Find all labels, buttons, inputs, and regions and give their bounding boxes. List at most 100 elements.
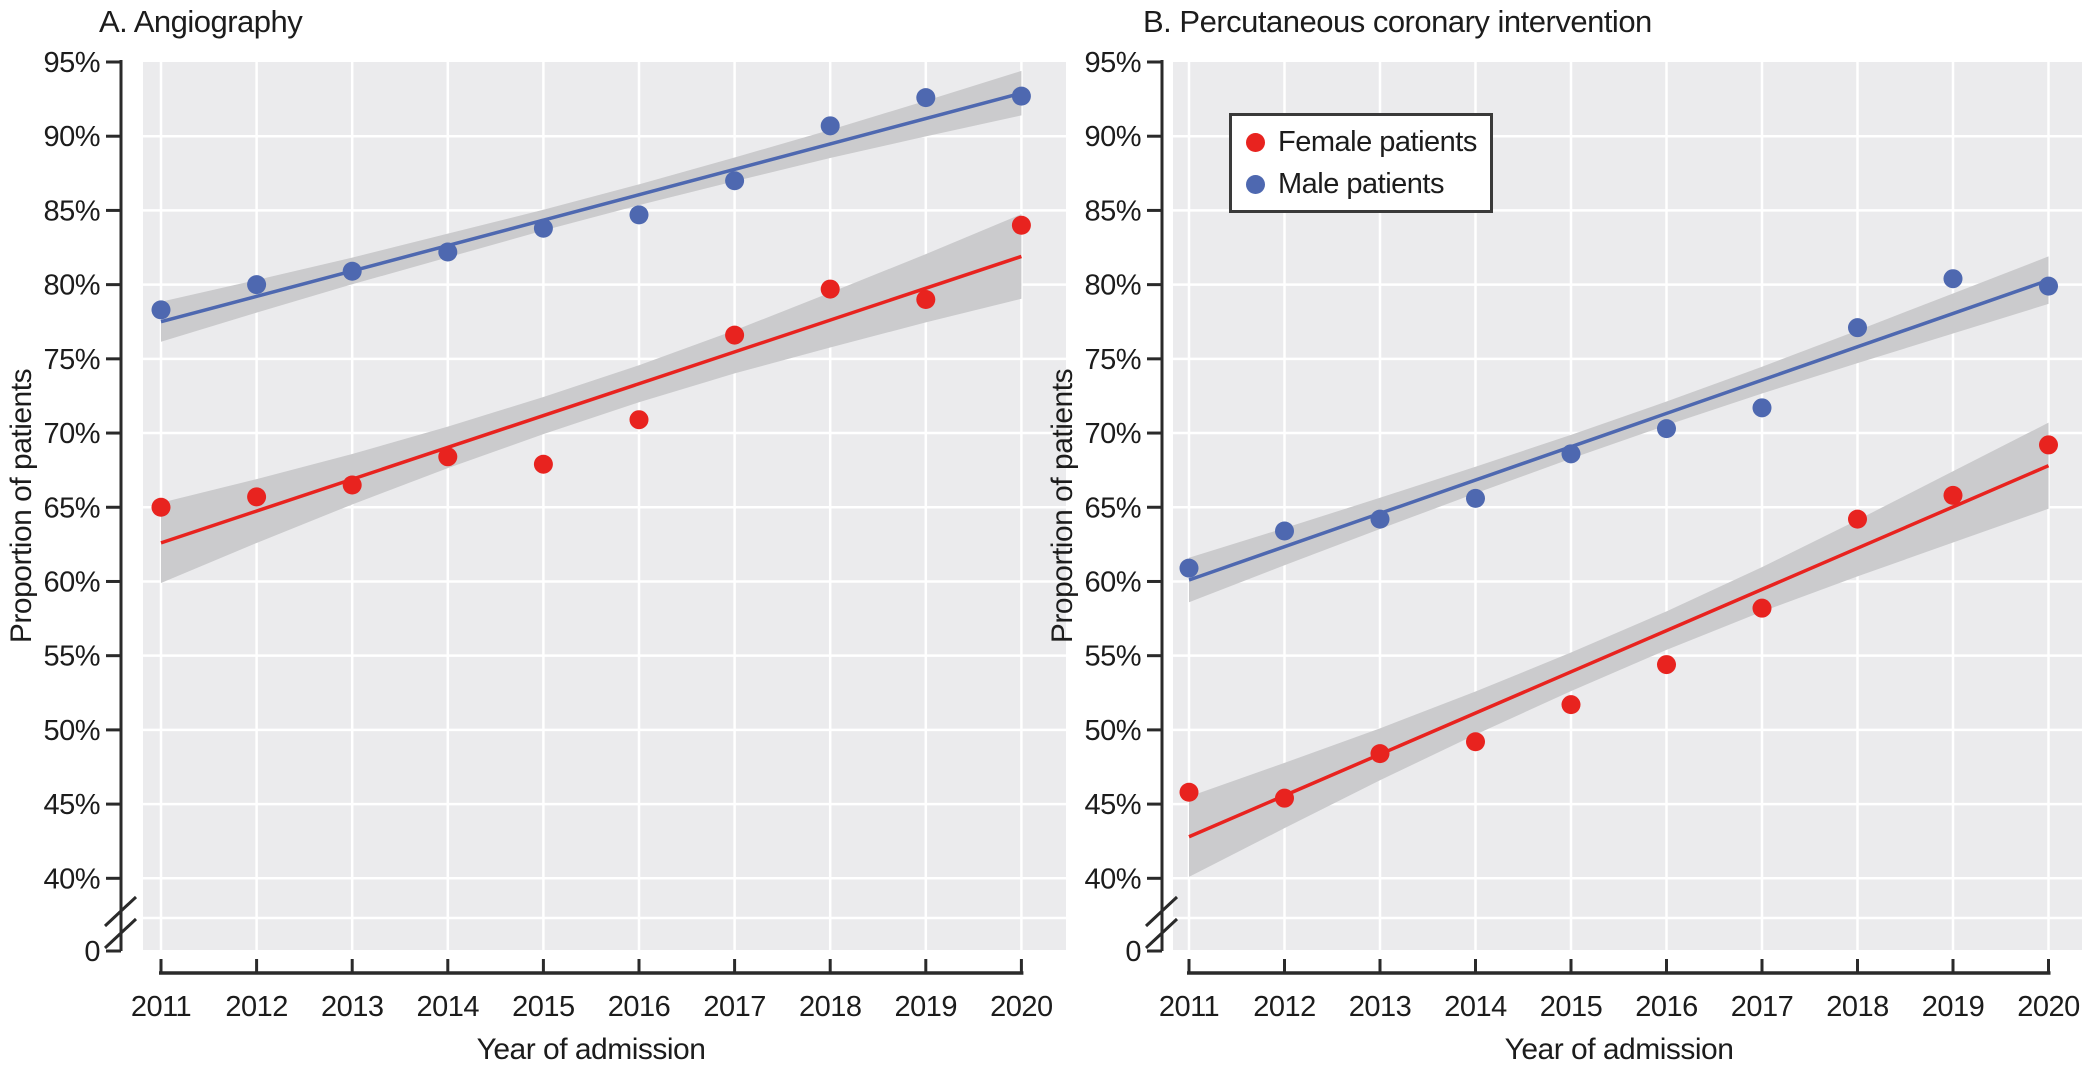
x-tick-label: 2018 [799,991,862,1023]
data-point [1179,558,1199,578]
y-tick-label: 80% [1084,270,1141,302]
data-point [629,205,649,225]
y-tick-label: 60% [43,566,100,598]
x-tick-label: 2017 [1731,991,1794,1023]
male-patients-dot-icon [1246,174,1265,194]
axis-break-slash [103,917,138,950]
legend-box: Female patients Male patients [1229,113,1493,213]
data-point [342,475,362,495]
data-point [438,242,458,262]
y-tick-label: 65% [43,492,100,524]
x-tick-label: 2020 [990,991,1053,1023]
legend-item-female: Female patients [1246,126,1490,159]
x-tick-label: 2014 [417,991,480,1023]
data-point [247,275,267,295]
data-point [247,487,267,507]
x-tick-label: 2019 [895,991,958,1023]
x-tick-label: 2013 [1349,991,1412,1023]
trend-line [160,254,1022,545]
data-point [725,171,745,191]
axis-break-slash [103,895,138,928]
data-point [916,88,936,108]
data-point [438,447,458,467]
data-point [916,289,936,309]
y-tick-label: 95% [1084,47,1141,79]
y-tick-label: 90% [1084,121,1141,153]
data-point [151,497,171,517]
y-tick-label: 85% [43,195,100,227]
y-tick-label: 50% [1084,715,1141,747]
data-point [1370,744,1390,764]
x-tick-label: 2016 [1635,991,1698,1023]
y-tick-label: 45% [43,789,100,821]
x-tick-label: 2014 [1444,991,1507,1023]
data-point [1848,509,1867,529]
data-point [533,218,553,238]
data-point [1179,782,1199,802]
x-tick-label: 2011 [1159,991,1219,1023]
data-point [1561,695,1581,715]
x-tick-label: 2015 [512,991,575,1023]
data-point [1011,215,1031,235]
y-tick-label: 75% [1084,344,1141,376]
data-point [1657,419,1676,439]
data-point [1011,86,1031,106]
y-zero-label: 0 [84,936,100,968]
data-point [1370,509,1390,529]
y-tick-label: 80% [43,270,100,302]
x-tick-label: 2012 [225,991,288,1023]
data-point [1466,732,1485,752]
panel-a-y-axis-label: Proportion of patients [5,368,38,644]
x-tick-label: 2017 [703,991,766,1023]
data-point [629,410,649,430]
x-tick-label: 2020 [2017,991,2080,1023]
panel-a-title: A. Angiography [99,4,303,39]
data-point [2039,435,2058,455]
x-tick-label: 2016 [608,991,671,1023]
data-point [820,116,840,136]
panel-a-x-axis-label: Year of admission [476,1033,706,1066]
axis-break-slash [1144,895,1179,928]
y-tick-label: 70% [43,418,100,450]
data-point [1275,521,1294,541]
axis-break-slash [1144,917,1179,950]
y-tick-label: 50% [43,715,100,747]
x-tick-label: 2011 [131,991,191,1023]
trend-line [160,91,1022,324]
data-point [533,454,553,474]
data-point [1657,655,1676,675]
y-tick-label: 60% [1084,566,1141,598]
x-tick-label: 2013 [321,991,384,1023]
x-tick-label: 2015 [1540,991,1603,1023]
data-point [1275,788,1294,808]
y-tick-label: 65% [1084,492,1141,524]
trend-line [1188,464,2050,839]
data-point [1943,485,1963,505]
data-point [1466,488,1485,508]
data-point [1943,269,1963,289]
data-point [2039,276,2058,296]
y-zero-label: 0 [1125,936,1141,968]
legend-label-female: Female patients [1278,125,1477,158]
data-point [1752,398,1772,418]
panel-b-x-axis-label: Year of admission [1504,1033,1734,1066]
y-tick-label: 85% [1084,195,1141,227]
data-point [1752,598,1772,618]
data-point [1561,444,1581,464]
y-tick-label: 40% [1084,863,1141,895]
y-tick-label: 90% [43,121,100,153]
x-tick-label: 2019 [1922,991,1985,1023]
y-tick-label: 95% [43,47,100,79]
y-tick-label: 75% [43,344,100,376]
y-tick-label: 55% [1084,641,1141,673]
x-tick-label: 2012 [1253,991,1316,1023]
data-point [820,279,840,299]
panel-b-title: B. Percutaneous coronary intervention [1143,4,1652,39]
data-point [151,300,171,320]
data-point [342,261,362,281]
x-tick-label: 2018 [1826,991,1889,1023]
panel-b-y-axis-label: Proportion of patients [1046,368,1079,644]
female-patients-dot-icon [1246,132,1265,152]
